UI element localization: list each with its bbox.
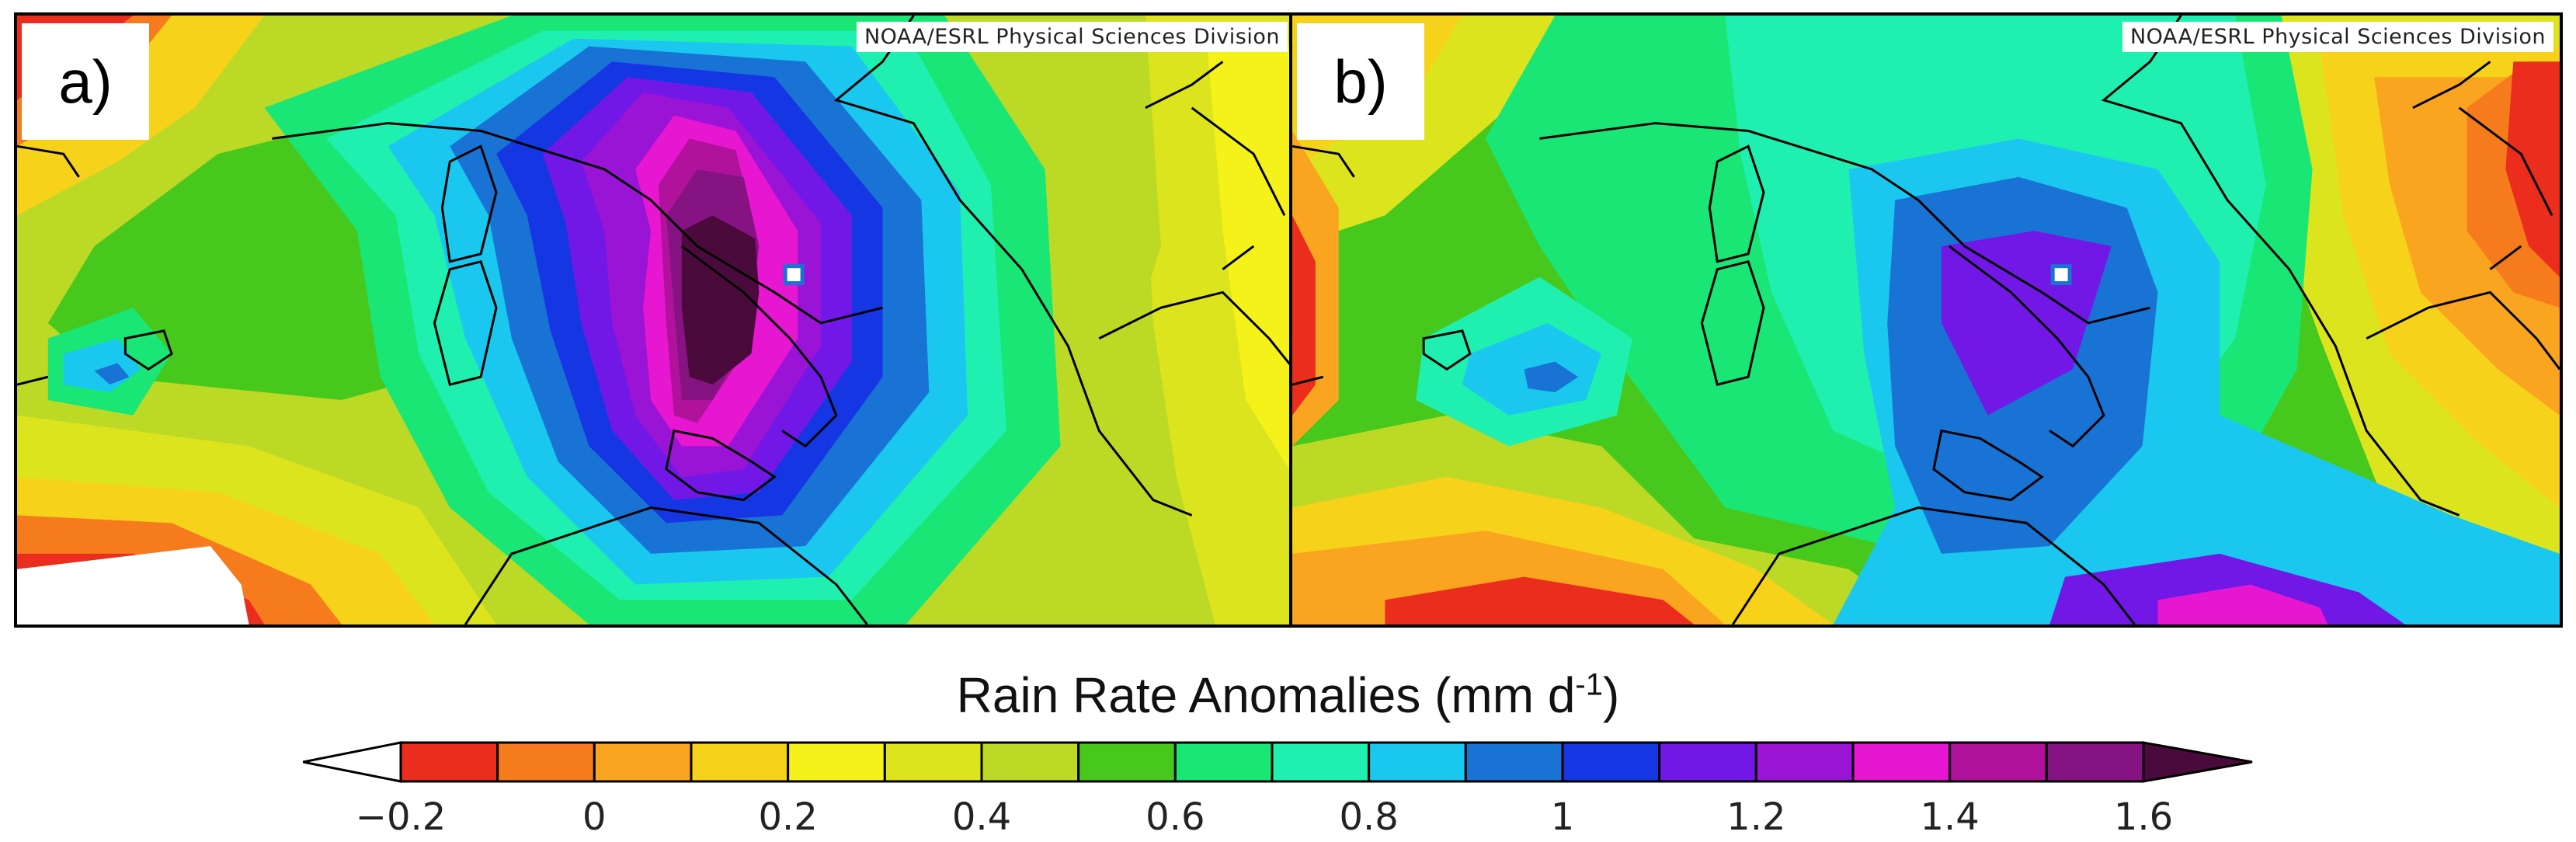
contour-band (1292, 215, 1316, 416)
map-panel-b: NOAA/ESRL Physical Sciences Division b) (1289, 12, 2563, 628)
rain-anomaly-map-a (17, 16, 1294, 625)
colorbar-tick-label: 0.6 (1145, 795, 1205, 839)
below-range-region (17, 546, 249, 625)
colorbar-segment (980, 741, 1080, 783)
colorbar-segment (496, 741, 596, 783)
colorbar-over-arrow (2142, 741, 2253, 783)
panel-label: a) (22, 23, 149, 140)
colorbar-segment (1561, 741, 1661, 783)
colorbar-segment (2045, 741, 2145, 783)
colorbar-segment (787, 741, 886, 783)
colorbar-segment (1077, 741, 1177, 783)
data-credit: NOAA/ESRL Physical Sciences Division (856, 22, 1288, 52)
colorbar-title-superscript: -1 (1575, 667, 1603, 702)
colorbar-tick-label: −0.2 (356, 795, 447, 839)
coastlines (17, 16, 1294, 625)
contour-band (94, 363, 130, 385)
contour-band (681, 215, 760, 385)
colorbar: −0.2 0 0.2 0.4 0.6 0.8 1 1.2 1.4 1.6 (303, 741, 2253, 839)
colorbar-segment (1368, 741, 1467, 783)
colorbar-tick-label: 1.2 (1726, 795, 1785, 839)
colorbar-segment (1851, 741, 1952, 783)
site-marker (2050, 264, 2072, 285)
coastlines (1292, 16, 2560, 625)
colorbar-segment (1173, 741, 1274, 783)
contour-band (2505, 61, 2560, 277)
data-credit: NOAA/ESRL Physical Sciences Division (2122, 22, 2553, 52)
site-marker (783, 264, 805, 285)
contour-band (1524, 361, 1579, 393)
rain-anomaly-map-b (1292, 16, 2560, 625)
contour-band (1207, 46, 1294, 477)
colorbar-segment (399, 741, 499, 783)
colorbar-segment (1949, 741, 2048, 783)
colorbar-segment (1658, 741, 1757, 783)
colorbar-segment (1464, 741, 1564, 783)
colorbar-segment (1271, 741, 1371, 783)
colorbar-tick-label: 0.4 (952, 795, 1011, 839)
contour-band (2157, 584, 2328, 625)
colorbar-under-arrow (303, 741, 402, 783)
map-panel-a: NOAA/ESRL Physical Sciences Division a) (14, 12, 1297, 628)
colorbar-segment (1754, 741, 1855, 783)
contour-band (1385, 576, 1695, 625)
colorbar-tick-labels: −0.2 0 0.2 0.4 0.6 0.8 1 1.2 1.4 1.6 (356, 795, 2173, 839)
colorbar-tick-label: 1 (1551, 795, 1575, 839)
colorbar-tick-label: 1.4 (1920, 795, 1979, 839)
panel-label: b) (1297, 23, 1424, 140)
colorbar-segment (883, 741, 983, 783)
colorbar-tick-label: 0.8 (1339, 795, 1398, 839)
colorbar-tick-label: 0 (582, 795, 607, 839)
colorbar-segments (399, 741, 2145, 783)
colorbar-tick-label: 1.6 (2114, 795, 2173, 839)
colorbar-tick-label: 0.2 (758, 795, 817, 839)
colorbar-title: Rain Rate Anomalies (mm d-1) (0, 666, 2576, 724)
colorbar-title-text: Rain Rate Anomalies (mm d (956, 667, 1576, 723)
colorbar-segment (690, 741, 790, 783)
colorbar-segment (593, 741, 693, 783)
colorbar-title-close: ) (1603, 667, 1620, 723)
